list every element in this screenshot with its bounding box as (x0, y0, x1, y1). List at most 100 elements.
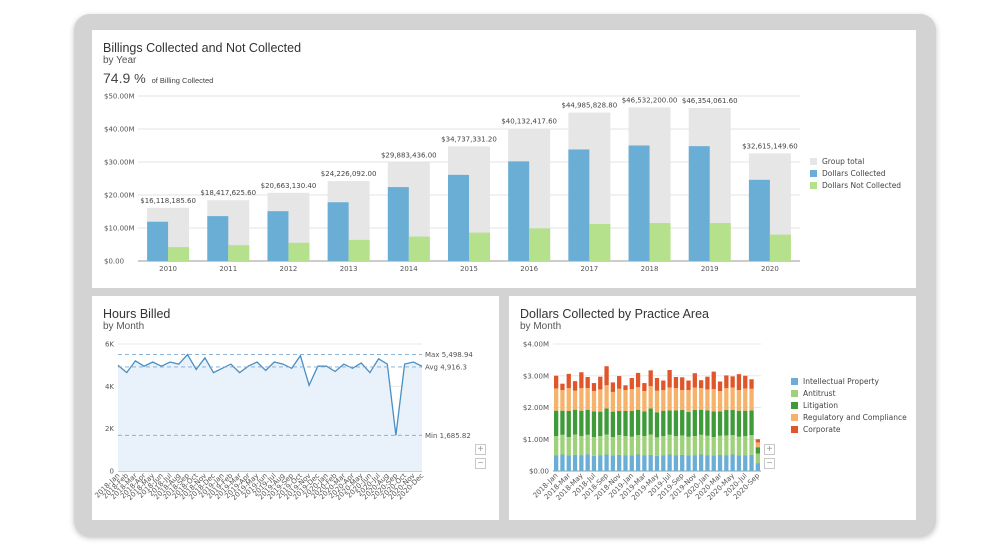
stacked-segment (654, 412, 660, 438)
stacked-segment (698, 454, 704, 471)
x-tick-label: 2016 (520, 265, 538, 273)
stacked-segment (705, 376, 710, 390)
stacked-segment (673, 388, 679, 411)
stacked-segment (749, 410, 754, 436)
y-tick-label: 4K (105, 383, 114, 391)
stacked-segment (572, 434, 578, 455)
stacked-segment (585, 434, 590, 455)
x-tick-label: 2012 (280, 265, 298, 273)
stacked-segment (629, 389, 634, 411)
stacked-segment (635, 372, 641, 388)
stacked-segment (585, 454, 590, 471)
stacked-segment (686, 455, 691, 471)
practice-chart[interactable]: $0.00$1.00M$2.00M$3.00M$4.00M2018-Jan201… (509, 296, 916, 520)
legend-swatch (791, 378, 798, 385)
stacked-segment (642, 411, 647, 437)
stacked-segment (591, 437, 597, 456)
legend-label: Dollars Collected (822, 169, 886, 178)
kpi-value: 74.9 (103, 70, 131, 86)
stacked-segment (585, 377, 590, 389)
stacked-segment (648, 454, 653, 471)
legend-swatch (791, 390, 798, 397)
stacked-segment (560, 454, 565, 471)
stacked-segment (648, 408, 653, 435)
stacked-segment (743, 375, 748, 389)
stacked-segment (680, 435, 685, 455)
legend-label: Regulatory and Compliance (803, 413, 907, 422)
stacked-segment (667, 370, 672, 388)
hours-chart[interactable]: 0 2K 4K 6K Max 5,498.94 Avg 4,916.3 Min 1,685.… (92, 296, 499, 520)
stacked-segment (667, 454, 672, 471)
not-collected-bar (769, 234, 791, 261)
stacked-segment (579, 455, 584, 471)
stacked-segment (591, 411, 597, 438)
stacked-segment (730, 435, 735, 455)
stacked-segment (711, 411, 716, 438)
stacked-segment (560, 434, 565, 455)
stacked-segment (730, 376, 735, 388)
stacked-segment (680, 454, 685, 471)
not-collected-bar (168, 247, 190, 261)
stacked-segment (610, 391, 616, 412)
hours-zoom-in-button[interactable]: + (475, 444, 486, 455)
stacked-segment (686, 411, 691, 437)
y-tick-label: 2K (105, 425, 114, 433)
stacked-segment (686, 390, 691, 412)
legend-swatch (791, 426, 798, 433)
stacked-segment (623, 455, 628, 471)
legend-label: Corporate (803, 425, 841, 434)
hours-zoom-out-button[interactable]: − (475, 458, 486, 469)
stacked-segment (629, 410, 634, 437)
stacked-segment (579, 372, 584, 389)
stacked-segment (705, 455, 710, 471)
stacked-segment (642, 383, 647, 391)
stacked-segment (667, 410, 672, 435)
stacked-segment (661, 390, 666, 411)
not-collected-bar (348, 239, 370, 261)
legend-label: Litigation (803, 401, 838, 410)
stacked-segment (661, 380, 666, 391)
stacked-segment (642, 455, 647, 471)
not-collected-bar (408, 236, 430, 261)
stacked-segment (572, 381, 578, 391)
collected-bar (688, 146, 710, 261)
y-tick-label: $4.00M (523, 341, 549, 349)
stacked-segment (698, 409, 704, 435)
stacked-segment (654, 437, 660, 456)
stacked-segment (623, 410, 628, 437)
stacked-segment (736, 410, 742, 437)
stacked-segment (604, 434, 609, 455)
stacked-segment (705, 410, 710, 436)
hours-panel: Hours Billed by Month 0 2K 4K 6K Max 5,498.9… (92, 296, 499, 520)
stacked-segment (711, 455, 716, 471)
legend-label: Group total (822, 157, 864, 166)
stacked-segment (629, 455, 634, 471)
stacked-segment (623, 390, 628, 411)
dollars-subtitle: by Month (520, 321, 562, 332)
stacked-segment (667, 434, 672, 455)
stacked-segment (730, 410, 735, 436)
billings-chart[interactable]: $0.00 $10.00M $20.00M $30.00M $40.00M $50.00M… (92, 30, 916, 288)
dollars-title: Dollars Collected by Practice Area (520, 307, 709, 321)
not-collected-bar (228, 245, 250, 261)
legend-label: Dollars Not Collected (822, 181, 901, 190)
total-data-label: $24,226,092.00 (321, 170, 377, 178)
stacked-segment (749, 379, 754, 389)
collected-bar (207, 216, 229, 261)
stacked-segment (585, 409, 590, 435)
stacked-segment (554, 410, 559, 437)
stacked-segment (560, 390, 565, 411)
not-collected-bar (649, 223, 671, 261)
stacked-segment (749, 454, 754, 471)
dollars-zoom-in-button[interactable]: + (764, 444, 775, 455)
hours-line (117, 353, 423, 436)
stacked-segment (560, 410, 565, 435)
stacked-segment (736, 390, 742, 411)
stacked-segment (755, 453, 760, 464)
stacked-segment (554, 436, 559, 456)
stacked-segment (648, 434, 653, 455)
kpi-unit: % (134, 71, 146, 86)
stacked-segment (661, 410, 666, 437)
dollars-zoom-out-button[interactable]: − (764, 458, 775, 469)
y-tick-label: $0.00 (529, 468, 549, 476)
